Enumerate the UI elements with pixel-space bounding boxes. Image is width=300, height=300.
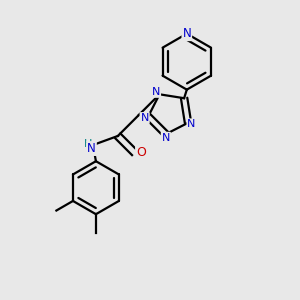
Text: N: N [188, 119, 196, 129]
Text: N: N [182, 27, 191, 40]
Text: H: H [83, 139, 92, 148]
Text: N: N [140, 113, 149, 123]
Text: N: N [87, 142, 96, 155]
Text: N: N [152, 87, 160, 97]
Text: O: O [136, 146, 146, 159]
Text: N: N [162, 133, 170, 143]
